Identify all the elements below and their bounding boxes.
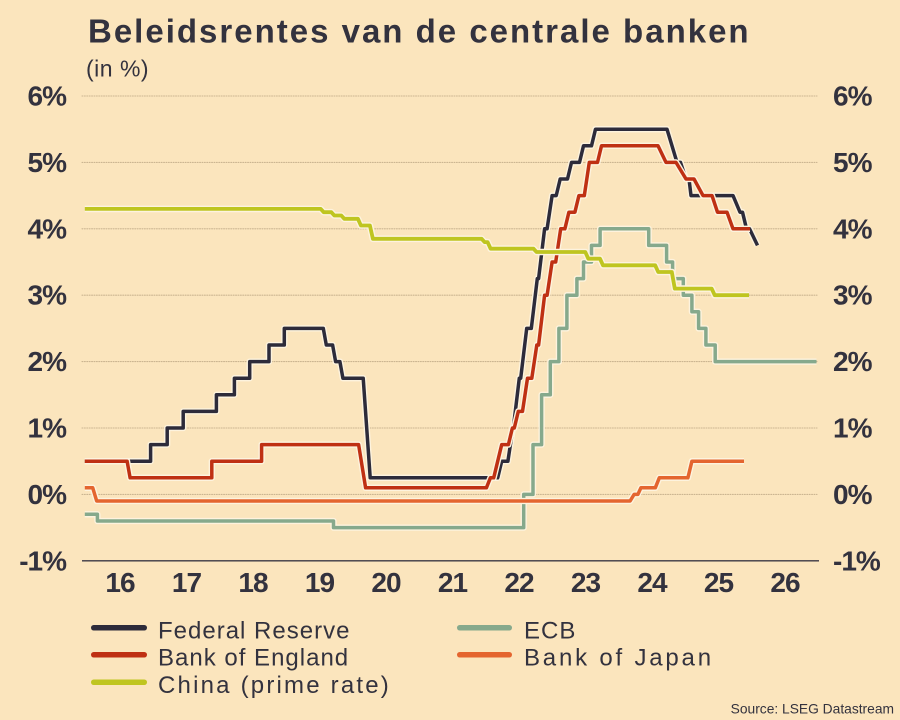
svg-text:17: 17 xyxy=(172,567,202,598)
svg-text:Bank of England: Bank of England xyxy=(158,645,349,672)
svg-text:22: 22 xyxy=(504,567,534,598)
svg-text:(in %): (in %) xyxy=(86,56,149,82)
svg-text:Source: LSEG Datastream: Source: LSEG Datastream xyxy=(731,702,894,717)
svg-text:ECB: ECB xyxy=(524,618,576,645)
svg-text:25: 25 xyxy=(704,567,734,598)
svg-text:2%: 2% xyxy=(833,346,873,377)
svg-text:2%: 2% xyxy=(28,346,68,377)
svg-text:6%: 6% xyxy=(833,81,873,112)
svg-text:5%: 5% xyxy=(28,147,68,178)
svg-text:19: 19 xyxy=(305,567,335,598)
svg-text:6%: 6% xyxy=(28,81,68,112)
svg-text:4%: 4% xyxy=(28,213,68,244)
svg-text:5%: 5% xyxy=(833,147,873,178)
svg-text:24: 24 xyxy=(637,567,668,598)
svg-text:20: 20 xyxy=(371,567,401,598)
svg-text:1%: 1% xyxy=(28,413,68,444)
svg-text:1%: 1% xyxy=(833,413,873,444)
svg-text:26: 26 xyxy=(770,567,800,598)
svg-text:3%: 3% xyxy=(28,280,68,311)
svg-text:-1%: -1% xyxy=(19,545,67,576)
svg-text:4%: 4% xyxy=(833,213,873,244)
svg-text:21: 21 xyxy=(438,567,468,598)
svg-text:Bank of Japan: Bank of Japan xyxy=(524,645,714,672)
svg-text:Federal Reserve: Federal Reserve xyxy=(158,618,350,645)
svg-text:0%: 0% xyxy=(28,479,68,510)
svg-text:0%: 0% xyxy=(833,479,873,510)
svg-text:16: 16 xyxy=(105,567,135,598)
svg-text:-1%: -1% xyxy=(833,545,881,576)
svg-text:China (prime rate): China (prime rate) xyxy=(158,672,391,699)
svg-text:3%: 3% xyxy=(833,280,873,311)
svg-text:Beleidsrentes van de centrale: Beleidsrentes van de centrale banken xyxy=(88,13,751,50)
svg-text:23: 23 xyxy=(571,567,601,598)
svg-text:18: 18 xyxy=(238,567,268,598)
